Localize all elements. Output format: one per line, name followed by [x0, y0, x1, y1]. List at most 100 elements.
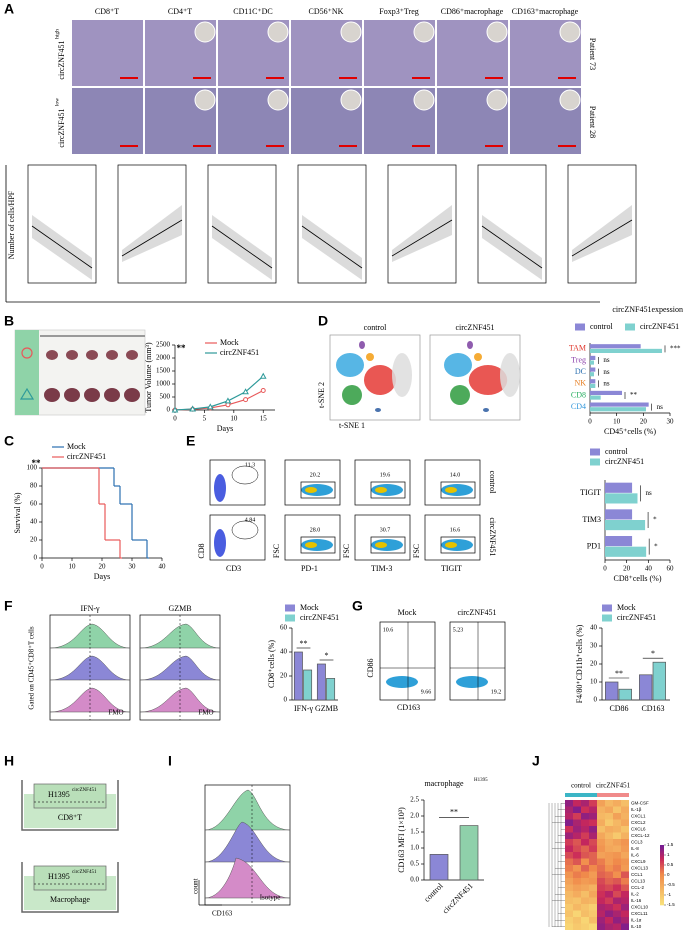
flow-plot [284, 459, 341, 506]
y-tick-label: 0.0 [410, 876, 419, 884]
heat-cell [621, 871, 629, 878]
x-tick-label: 10 [230, 415, 238, 423]
axis-label: TIGIT [441, 564, 462, 573]
flow-core [375, 542, 387, 548]
heat-cell [605, 845, 613, 852]
y-tick-label: 20 [30, 536, 38, 544]
heat-cell [581, 852, 589, 859]
heat-cell [605, 923, 613, 930]
chart-title-sup: H1395 [474, 778, 488, 783]
heat-cell [597, 858, 605, 865]
heat-cell [621, 884, 629, 891]
x-tick-label: 30 [667, 418, 675, 426]
heat-cell [589, 852, 597, 859]
gene-label: CXCL10 [631, 904, 649, 909]
significance: ** [630, 391, 638, 399]
heat-cell [613, 806, 621, 813]
column-header: CD4⁺T [168, 7, 192, 16]
heat-cell [621, 891, 629, 898]
x-tick-label: CD86 [609, 704, 628, 713]
y-tick-label: 2.0 [410, 812, 419, 820]
fmo-label: FMO [108, 709, 123, 717]
bar [293, 651, 303, 701]
colorbar [660, 877, 664, 880]
axis-label: count [192, 878, 200, 894]
point [243, 397, 249, 403]
gene-label: CXCL6 [631, 826, 646, 831]
heat-cell [573, 865, 581, 872]
heat-cell [565, 884, 573, 891]
tsne-cluster [474, 353, 482, 361]
gate-value: 16.6 [450, 527, 461, 533]
colorbar [660, 885, 664, 888]
heat-cell [621, 806, 629, 813]
heat-cell [613, 800, 621, 807]
bar [590, 395, 601, 400]
significance: *** [670, 344, 681, 352]
heat-cell [573, 813, 581, 820]
heat-cell [597, 878, 605, 885]
point [259, 372, 267, 379]
heat-cell [565, 878, 573, 885]
heat-cell [621, 839, 629, 846]
colorbar [660, 873, 664, 876]
heat-cell [589, 858, 597, 865]
heat-cell [605, 910, 613, 917]
heat-cell [597, 826, 605, 833]
y-tick-label: 2.5 [410, 796, 419, 804]
legend-swatch [590, 448, 600, 456]
y-tick-label: 20 [280, 672, 288, 680]
row-label: circZNF451 [57, 108, 66, 147]
heat-cell [565, 839, 573, 846]
y-axis-label: Tumor Volume (mm³) [144, 342, 153, 413]
heat-cell [613, 845, 621, 852]
gene-label: CXCL11 [631, 911, 648, 916]
heat-cell [565, 800, 573, 807]
colorbar [660, 847, 664, 850]
cell-line: H1395 [48, 872, 70, 881]
heat-cell [613, 884, 621, 891]
fit-line [121, 219, 183, 257]
heat-cell [589, 865, 597, 872]
y-tick-label: 100 [27, 464, 38, 472]
x-tick-label: 0 [603, 565, 607, 573]
heat-cell [613, 897, 621, 904]
heat-cell [605, 884, 613, 891]
heat-cell [573, 891, 581, 898]
heat-cell [597, 852, 605, 859]
bar [590, 355, 596, 360]
colorbar [660, 851, 664, 854]
category-label: CD4 [571, 402, 586, 411]
y-tick-label: 1000 [156, 380, 171, 388]
bar [590, 344, 641, 349]
x-tick-label: 30 [129, 563, 137, 571]
tissue-inset [194, 21, 216, 43]
bar [429, 854, 449, 881]
significance: ns [603, 356, 610, 364]
significance: ns [603, 368, 610, 376]
gene-label: CXCL-12 [631, 833, 650, 838]
y-tick-label: 30 [590, 642, 598, 650]
colorbar [660, 849, 664, 852]
fit-line [391, 219, 453, 257]
insert [33, 783, 107, 809]
heat-cell [589, 813, 597, 820]
gate [300, 481, 336, 499]
heat-cell [597, 845, 605, 852]
row-label: control [488, 471, 497, 494]
row-label-sup: low [54, 98, 60, 106]
heat-cell [605, 806, 613, 813]
heat-cell [589, 826, 597, 833]
point [242, 388, 249, 395]
bar [639, 674, 653, 701]
y-tick-label: 0 [284, 696, 288, 704]
x-tick-label: 20 [640, 418, 648, 426]
point [260, 388, 266, 393]
heat-cell [621, 878, 629, 885]
group-bar [565, 793, 597, 797]
colorbar [660, 879, 664, 882]
confidence-band [212, 215, 272, 280]
bar [303, 669, 313, 701]
heat-cell [565, 813, 573, 820]
